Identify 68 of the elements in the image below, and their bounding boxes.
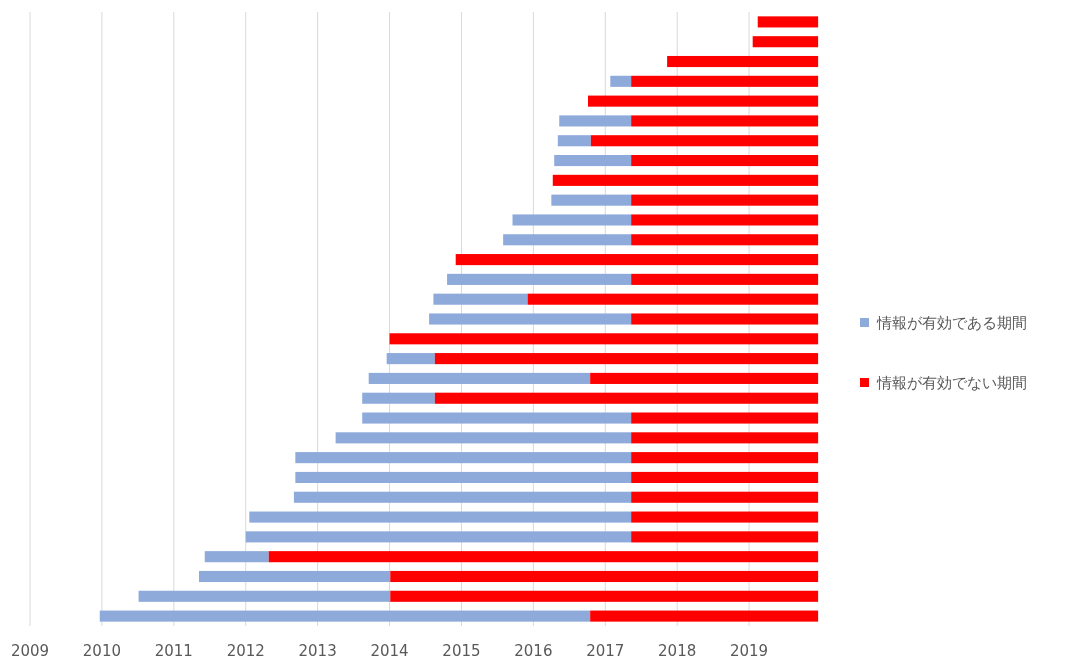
bar — [752, 36, 819, 48]
bar — [610, 75, 632, 87]
bar — [631, 313, 819, 325]
bar — [447, 273, 632, 285]
bar — [295, 471, 632, 483]
bar — [433, 293, 528, 305]
bar — [268, 551, 819, 563]
bar — [204, 551, 269, 563]
bar — [631, 194, 819, 206]
bar — [631, 432, 819, 444]
bar — [293, 491, 632, 503]
x-tick-label: 2013 — [298, 642, 337, 660]
x-tick-label: 2010 — [82, 642, 121, 660]
x-tick-label: 2009 — [10, 642, 50, 660]
bar — [512, 214, 632, 226]
bar — [198, 570, 391, 583]
bar — [552, 174, 819, 186]
bar — [429, 313, 632, 325]
bar — [503, 234, 632, 246]
bar — [590, 372, 819, 384]
legend-label: 情報が有効である期間 — [876, 314, 1027, 332]
x-tick-label: 2014 — [370, 642, 409, 660]
bar — [434, 392, 819, 404]
bar — [551, 194, 632, 206]
bar — [245, 531, 632, 543]
bar — [295, 452, 632, 464]
bar — [335, 432, 632, 444]
bar — [527, 293, 819, 305]
bar — [99, 610, 591, 622]
bar — [667, 55, 819, 68]
bar — [631, 155, 819, 167]
x-tick-label: 2011 — [154, 642, 193, 660]
bar — [362, 392, 435, 404]
x-tick-label: 2012 — [226, 642, 265, 660]
bar — [588, 95, 819, 107]
x-tick-label: 2018 — [658, 642, 697, 660]
bar — [631, 75, 819, 87]
bar — [368, 372, 591, 384]
bar — [757, 16, 819, 28]
bar — [138, 590, 391, 602]
bar — [389, 333, 819, 345]
x-tick-label: 2015 — [442, 642, 481, 660]
bar — [631, 531, 819, 543]
bar — [390, 590, 819, 602]
bar — [631, 115, 819, 127]
bar — [631, 452, 819, 464]
x-tick-label: 2017 — [586, 642, 625, 660]
bar — [631, 511, 819, 523]
x-tick-label: 2019 — [730, 642, 769, 660]
bar — [631, 214, 819, 226]
bar — [631, 412, 819, 424]
bar — [631, 471, 819, 483]
bar — [386, 353, 435, 365]
bar — [390, 570, 819, 583]
bar — [455, 254, 819, 266]
bar — [362, 412, 632, 424]
bar — [590, 610, 819, 622]
bar — [434, 353, 819, 365]
legend-label: 情報が有効でない期間 — [876, 374, 1027, 392]
bar — [631, 234, 819, 246]
bar — [590, 135, 819, 147]
bar — [554, 155, 632, 167]
bar — [557, 135, 591, 147]
x-tick-label: 2016 — [514, 642, 553, 660]
bar — [631, 491, 819, 503]
bar — [559, 115, 632, 127]
bar — [631, 273, 819, 285]
bar — [249, 511, 632, 523]
